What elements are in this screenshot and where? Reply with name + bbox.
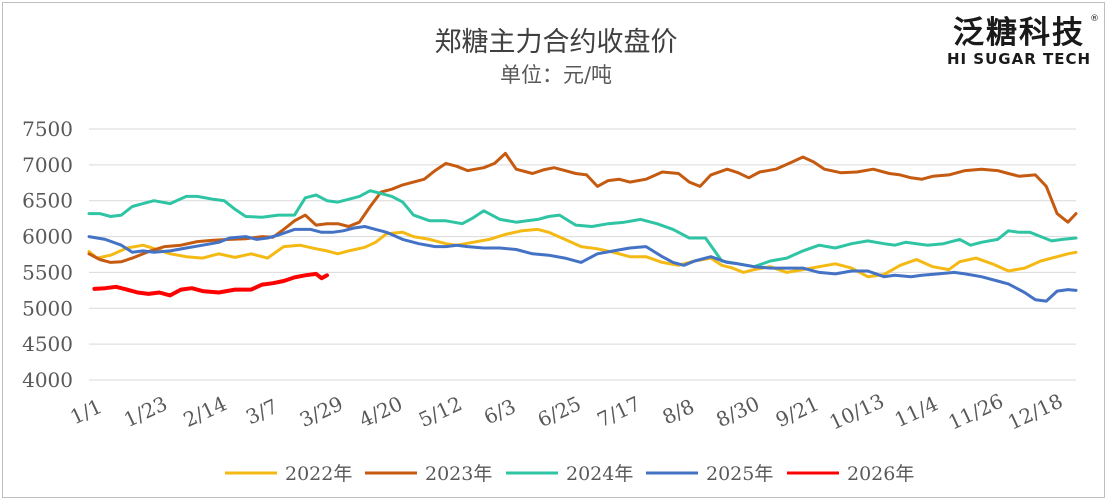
legend-label: 2025年 (706, 463, 773, 485)
chart-title: 郑糖主力合约收盘价 (435, 27, 678, 58)
x-tick-label: 6/3 (480, 394, 519, 429)
legend-label: 2024年 (566, 463, 633, 485)
y-tick-label: 6000 (22, 225, 73, 249)
brand-name-en: HI SUGAR TECH (947, 50, 1091, 68)
y-tick-label: 5500 (22, 260, 73, 284)
series-lines (87, 151, 1078, 303)
x-tick-label: 11/26 (945, 389, 1007, 435)
legend-label: 2022年 (285, 463, 352, 485)
x-tick-label: 3/7 (242, 394, 281, 429)
y-tick-label: 7500 (22, 117, 73, 141)
x-tick-label: 12/18 (1004, 389, 1066, 435)
brand-logo: 泛糖科技 ® HI SUGAR TECH (947, 14, 1099, 68)
closing-price-line-chart: 郑糖主力合约收盘价 单位：元/吨 泛糖科技 ® HI SUGAR TECH 40… (22, 14, 1099, 485)
x-tick-label: 6/25 (534, 391, 585, 432)
legend: 2022年 2023年 2024年 2025年 2026年 (225, 463, 914, 485)
series-line-2022年 (87, 227, 1078, 279)
x-axis-ticks: 1/1 1/23 2/14 3/7 3/29 4/20 5/12 6/3 6/25 7/17 8/8… (66, 389, 1066, 435)
legend-label: 2023年 (425, 463, 492, 485)
x-tick-label: 5/12 (415, 391, 466, 432)
legend-label: 2026年 (847, 463, 914, 485)
x-tick-label: 2/14 (180, 391, 231, 432)
brand-name-cn: 泛糖科技 (953, 15, 1085, 51)
chart-subtitle: 单位：元/吨 (500, 63, 612, 87)
x-tick-label: 8/8 (659, 394, 698, 429)
x-tick-label: 11/4 (891, 391, 942, 432)
x-tick-label: 7/17 (593, 391, 644, 432)
x-tick-label: 3/29 (296, 391, 347, 432)
y-tick-label: 4500 (22, 332, 73, 356)
x-tick-label: 9/21 (772, 391, 823, 432)
y-tick-label: 5000 (22, 296, 73, 320)
series-line-2024年 (87, 189, 1078, 269)
x-tick-label: 10/13 (826, 389, 888, 435)
x-tick-label: 1/1 (66, 394, 105, 429)
y-tick-label: 7000 (22, 153, 73, 177)
x-tick-label: 4/20 (355, 391, 406, 432)
y-tick-label: 6500 (22, 189, 73, 213)
x-tick-label: 1/23 (120, 391, 171, 432)
gridlines (89, 128, 1076, 381)
registered-mark: ® (1090, 14, 1099, 24)
series-line-2025年 (87, 225, 1078, 303)
y-tick-label: 4000 (22, 368, 73, 392)
y-axis-ticks: 4000 4500 5000 5500 6000 6500 7000 7500 (22, 117, 73, 392)
series-line-2026年 (92, 271, 329, 298)
x-tick-label: 8/30 (712, 391, 763, 432)
